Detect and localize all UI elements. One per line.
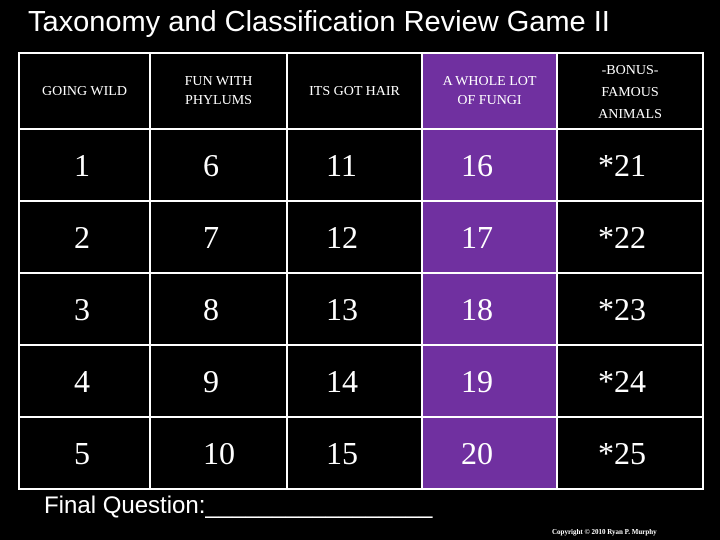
question-cell[interactable]: 12 bbox=[286, 200, 423, 274]
question-cell[interactable]: 16 bbox=[421, 128, 558, 202]
category-its-got-hair: ITS GOT HAIR bbox=[286, 52, 423, 130]
question-cell[interactable]: *21 bbox=[556, 128, 704, 202]
question-cell[interactable]: 6 bbox=[149, 128, 288, 202]
question-cell[interactable]: 20 bbox=[421, 416, 558, 490]
category-bonus-famous-animals: -BONUS- FAMOUS ANIMALS bbox=[556, 52, 704, 130]
question-cell[interactable]: 14 bbox=[286, 344, 423, 418]
copyright-notice: Copyright © 2010 Ryan P. Murphy bbox=[552, 528, 657, 536]
question-cell[interactable]: 8 bbox=[149, 272, 288, 346]
page-title: Taxonomy and Classification Review Game … bbox=[28, 6, 610, 38]
game-board: GOING WILD FUN WITH PHYLUMS ITS GOT HAIR… bbox=[18, 52, 704, 490]
question-row: 1 6 11 16 *21 bbox=[18, 128, 704, 202]
category-fun-with-phylums: FUN WITH PHYLUMS bbox=[149, 52, 288, 130]
question-grid: 1 6 11 16 *21 2 7 12 17 *22 3 8 13 18 *23 4 9 14 19 *24 5 10 1… bbox=[18, 128, 704, 490]
question-row: 2 7 12 17 *22 bbox=[18, 200, 704, 274]
question-row: 5 10 15 20 *25 bbox=[18, 416, 704, 490]
question-cell[interactable]: 4 bbox=[18, 344, 151, 418]
question-cell[interactable]: 7 bbox=[149, 200, 288, 274]
question-cell[interactable]: 3 bbox=[18, 272, 151, 346]
final-question-link[interactable]: Final Question:_________________ bbox=[44, 492, 433, 519]
question-cell[interactable]: *24 bbox=[556, 344, 704, 418]
question-cell[interactable]: 5 bbox=[18, 416, 151, 490]
question-cell[interactable]: *25 bbox=[556, 416, 704, 490]
question-cell[interactable]: 10 bbox=[149, 416, 288, 490]
question-cell[interactable]: 9 bbox=[149, 344, 288, 418]
question-cell[interactable]: 11 bbox=[286, 128, 423, 202]
question-cell[interactable]: 18 bbox=[421, 272, 558, 346]
question-row: 4 9 14 19 *24 bbox=[18, 344, 704, 418]
question-row: 3 8 13 18 *23 bbox=[18, 272, 704, 346]
question-cell[interactable]: 1 bbox=[18, 128, 151, 202]
question-cell[interactable]: 2 bbox=[18, 200, 151, 274]
question-cell[interactable]: 13 bbox=[286, 272, 423, 346]
question-cell[interactable]: *23 bbox=[556, 272, 704, 346]
question-cell[interactable]: 19 bbox=[421, 344, 558, 418]
question-cell[interactable]: 15 bbox=[286, 416, 423, 490]
category-a-whole-lot-of-fungi: A WHOLE LOT OF FUNGI bbox=[421, 52, 558, 130]
question-cell[interactable]: *22 bbox=[556, 200, 704, 274]
category-going-wild: GOING WILD bbox=[18, 52, 151, 130]
category-header-row: GOING WILD FUN WITH PHYLUMS ITS GOT HAIR… bbox=[18, 52, 704, 130]
question-cell[interactable]: 17 bbox=[421, 200, 558, 274]
